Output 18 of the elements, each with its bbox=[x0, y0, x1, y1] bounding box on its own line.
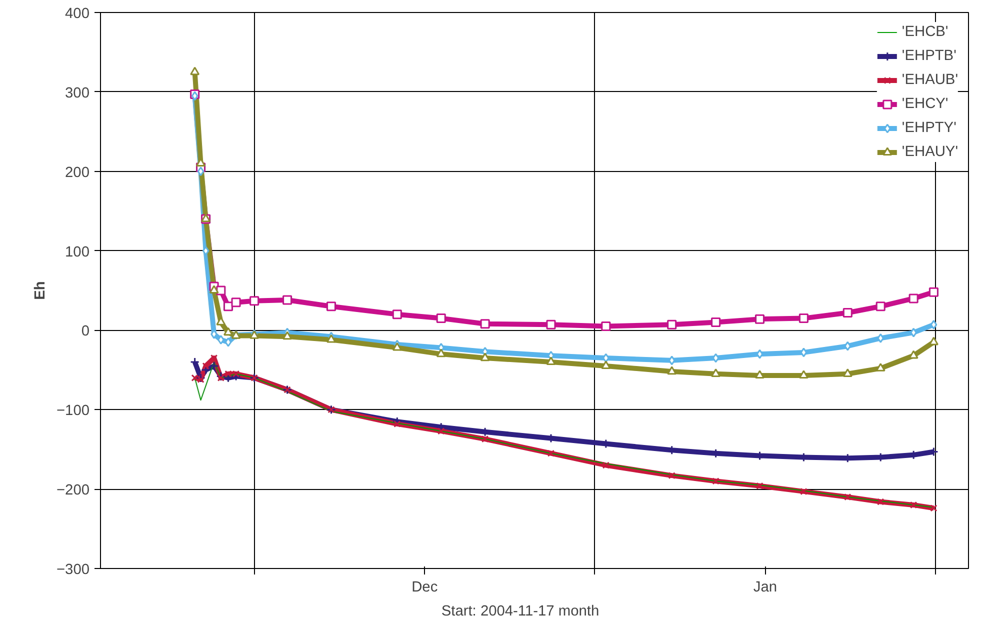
legend-label: 'EHAUY' bbox=[902, 144, 958, 160]
y-tick-label: 300 bbox=[65, 85, 90, 102]
x-axis-title: Start: 2004-11-17 month bbox=[441, 604, 600, 620]
x-tick-label: Dec bbox=[412, 580, 438, 596]
x-tick-label: Jan bbox=[753, 580, 778, 596]
legend-label: 'EHCY' bbox=[902, 96, 948, 112]
y-tick-label: −300 bbox=[56, 562, 90, 578]
legend-label: 'EHAUB' bbox=[902, 72, 958, 88]
y-tick-label: 200 bbox=[65, 164, 90, 181]
legend-label: 'EHPTB' bbox=[902, 48, 956, 64]
y-tick-label: 0 bbox=[81, 324, 90, 340]
y-tick-label: 400 bbox=[65, 6, 90, 22]
y-tick-label: −200 bbox=[56, 482, 90, 499]
legend-label: 'EHPTY' bbox=[902, 120, 956, 136]
y-tick-label: 100 bbox=[65, 244, 90, 260]
legend-label: 'EHCB' bbox=[902, 24, 948, 40]
y-tick-label: −100 bbox=[56, 403, 90, 420]
y-axis-title: Eh bbox=[32, 281, 48, 300]
